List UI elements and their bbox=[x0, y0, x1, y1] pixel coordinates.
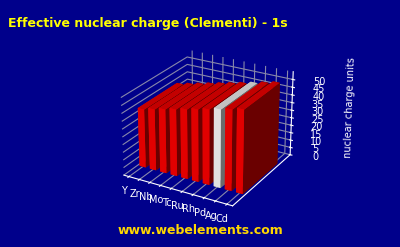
Text: Effective nuclear charge (Clementi) - 1s: Effective nuclear charge (Clementi) - 1s bbox=[8, 17, 288, 30]
Text: www.webelements.com: www.webelements.com bbox=[117, 224, 283, 237]
